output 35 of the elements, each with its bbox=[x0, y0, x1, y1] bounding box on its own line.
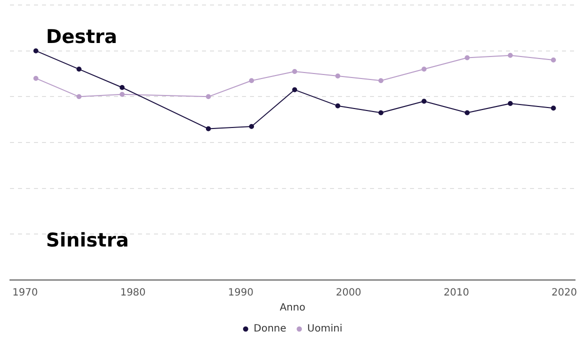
legend-label: Donne bbox=[254, 324, 286, 335]
point bbox=[206, 126, 211, 132]
x-tick-label: 2020 bbox=[551, 288, 577, 299]
point bbox=[33, 48, 38, 54]
point bbox=[550, 106, 556, 111]
point bbox=[550, 58, 556, 62]
point bbox=[76, 66, 82, 72]
point bbox=[335, 103, 340, 108]
x-axis-title: Anno bbox=[280, 302, 306, 314]
point bbox=[33, 76, 38, 81]
point bbox=[292, 87, 298, 92]
point bbox=[120, 92, 125, 97]
point bbox=[422, 66, 427, 72]
point bbox=[378, 78, 384, 84]
point bbox=[464, 110, 470, 116]
legend-label: Uomini bbox=[307, 324, 342, 335]
point bbox=[464, 55, 470, 60]
x-tick-label: 2010 bbox=[444, 288, 470, 299]
text: Destra bbox=[46, 26, 118, 48]
point bbox=[249, 124, 254, 129]
point bbox=[378, 110, 384, 116]
point bbox=[508, 101, 513, 106]
annotation: Sinistra bbox=[46, 229, 129, 252]
x-tick-label: 2000 bbox=[336, 288, 362, 299]
point bbox=[120, 85, 125, 90]
point bbox=[249, 78, 254, 84]
x-tick-label: 1990 bbox=[228, 288, 254, 299]
point bbox=[335, 74, 340, 79]
point bbox=[206, 94, 211, 100]
point bbox=[508, 52, 513, 58]
point bbox=[422, 98, 427, 104]
x-tick-label: 1970 bbox=[12, 288, 38, 299]
point bbox=[292, 68, 298, 74]
point bbox=[76, 94, 82, 100]
x-tick-label: 1980 bbox=[120, 288, 146, 299]
